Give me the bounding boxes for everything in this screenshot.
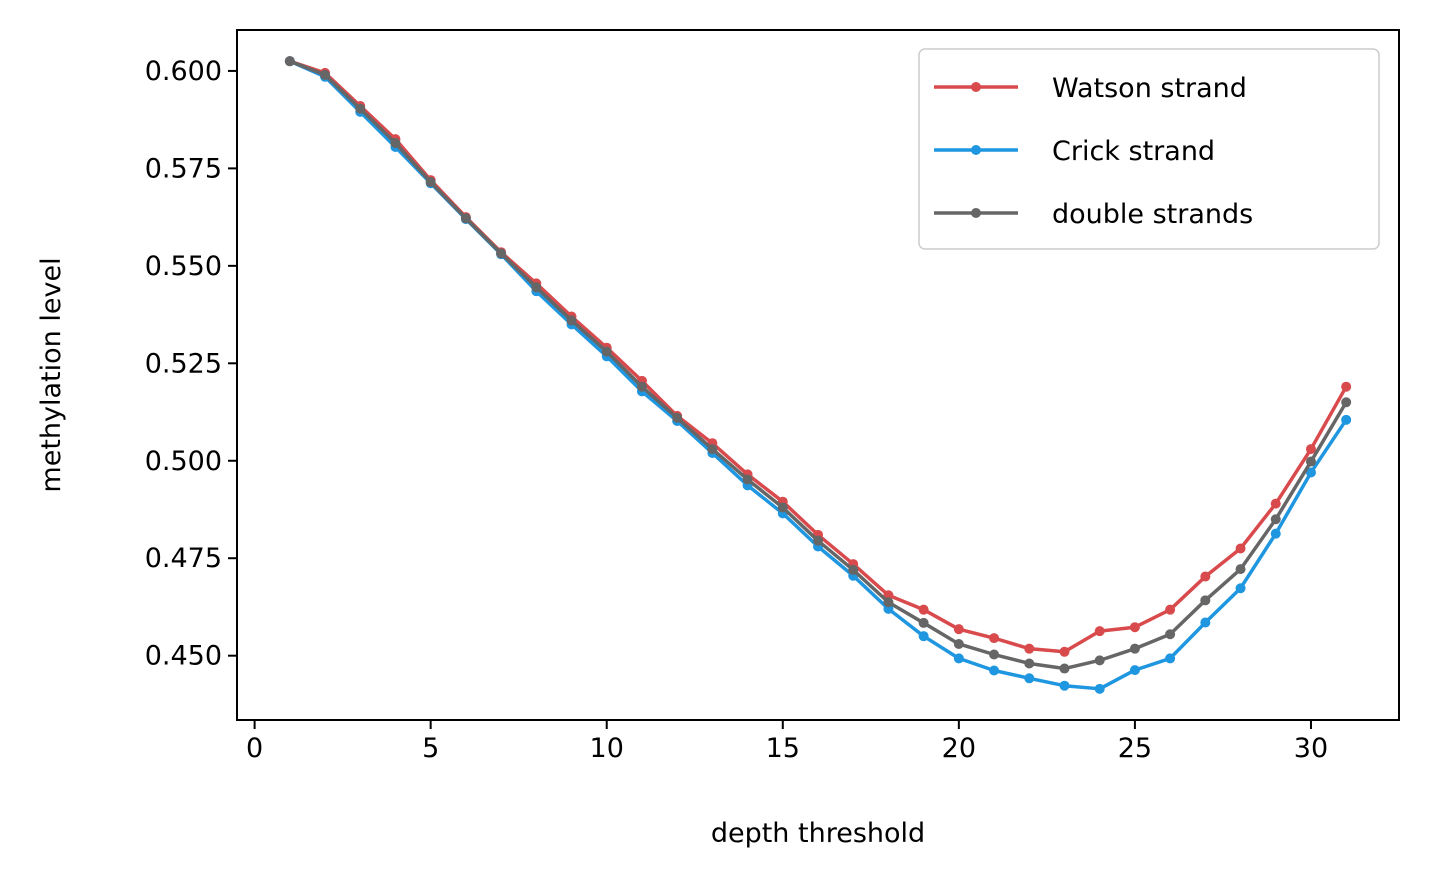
y-tick-label: 0.575: [145, 153, 222, 184]
data-point: [1235, 543, 1246, 554]
y-axis-title: methylation level: [36, 257, 67, 492]
x-tick-label: 10: [590, 733, 624, 764]
data-point: [707, 444, 718, 455]
x-tick-label: 25: [1118, 733, 1152, 764]
data-point: [742, 474, 753, 485]
data-point: [355, 103, 366, 114]
data-point: [989, 649, 1000, 660]
data-point: [1200, 617, 1211, 628]
data-point: [390, 138, 401, 149]
data-point: [1024, 658, 1035, 669]
data-point: [1270, 514, 1281, 525]
data-point: [1165, 604, 1176, 615]
data-point: [496, 248, 507, 259]
data-point: [531, 282, 542, 293]
data-point: [953, 638, 964, 649]
y-axis: 0.450 0.475 0.500 0.525 0.550 0.575 0.600: [145, 56, 237, 672]
y-tick-label: 0.450: [145, 641, 222, 672]
data-point: [953, 653, 964, 664]
y-tick-label: 0.550: [145, 251, 222, 282]
data-point: [1059, 663, 1070, 674]
data-point: [1200, 571, 1211, 582]
data-point: [1341, 397, 1352, 408]
data-point: [1341, 381, 1352, 392]
data-point: [1094, 626, 1105, 637]
data-point: [601, 346, 612, 357]
data-point: [918, 631, 929, 642]
plot-frame: [236, 29, 1400, 721]
data-point: [1305, 444, 1316, 455]
data-point: [1059, 680, 1070, 691]
legend-marker: [971, 145, 981, 155]
data-point: [883, 597, 894, 608]
data-point: [777, 502, 788, 513]
data-point: [989, 665, 1000, 676]
data-point: [1165, 653, 1176, 664]
x-tick-label: 5: [422, 733, 439, 764]
data-point: [1270, 498, 1281, 509]
data-point: [813, 535, 823, 546]
y-tick-label: 0.525: [145, 348, 222, 379]
x-tick-label: 15: [766, 733, 800, 764]
data-point: [1305, 456, 1316, 467]
data-point: [566, 315, 577, 326]
legend-marker: [971, 82, 981, 92]
x-tick-label: 30: [1294, 733, 1328, 764]
data-point: [918, 604, 929, 615]
series-layer: [284, 56, 1352, 694]
y-tick-label: 0.500: [145, 446, 222, 477]
data-point: [672, 412, 683, 423]
x-axis-title: depth threshold: [711, 818, 925, 849]
x-tick-label: 0: [246, 733, 263, 764]
data-point: [425, 177, 436, 188]
data-point: [1270, 528, 1281, 539]
data-point: [460, 213, 471, 224]
data-point: [284, 56, 295, 67]
data-point: [1024, 673, 1035, 684]
data-point: [1200, 595, 1211, 606]
legend-marker: [971, 208, 981, 218]
data-point: [918, 617, 929, 628]
y-tick-label: 0.475: [145, 543, 222, 574]
data-point: [1165, 629, 1176, 640]
data-point: [953, 624, 964, 635]
data-point: [1305, 467, 1316, 478]
data-point: [1094, 655, 1105, 666]
data-point: [989, 633, 1000, 644]
data-point: [1059, 646, 1070, 657]
legend-label: Crick strand: [1052, 136, 1215, 167]
data-point: [1341, 414, 1352, 425]
legend: Watson strand Crick strand double strands: [918, 48, 1380, 250]
series-double-strands: [284, 56, 1352, 674]
y-tick-label: 0.600: [145, 56, 222, 87]
data-point: [1129, 665, 1140, 676]
legend-label: double strands: [1052, 199, 1253, 230]
legend-label: Watson strand: [1052, 73, 1247, 104]
data-point: [320, 69, 331, 80]
data-point: [1235, 583, 1246, 594]
data-point: [1129, 622, 1140, 633]
data-point: [848, 564, 859, 575]
data-point: [1129, 643, 1140, 654]
data-point: [1024, 643, 1035, 654]
x-tick-label: 20: [942, 733, 976, 764]
x-axis: 0 5 10 15 20 25 30: [246, 720, 1328, 764]
data-point: [636, 381, 647, 392]
data-point: [1235, 564, 1246, 575]
legend-frame: [918, 48, 1380, 250]
data-point: [1094, 683, 1105, 694]
